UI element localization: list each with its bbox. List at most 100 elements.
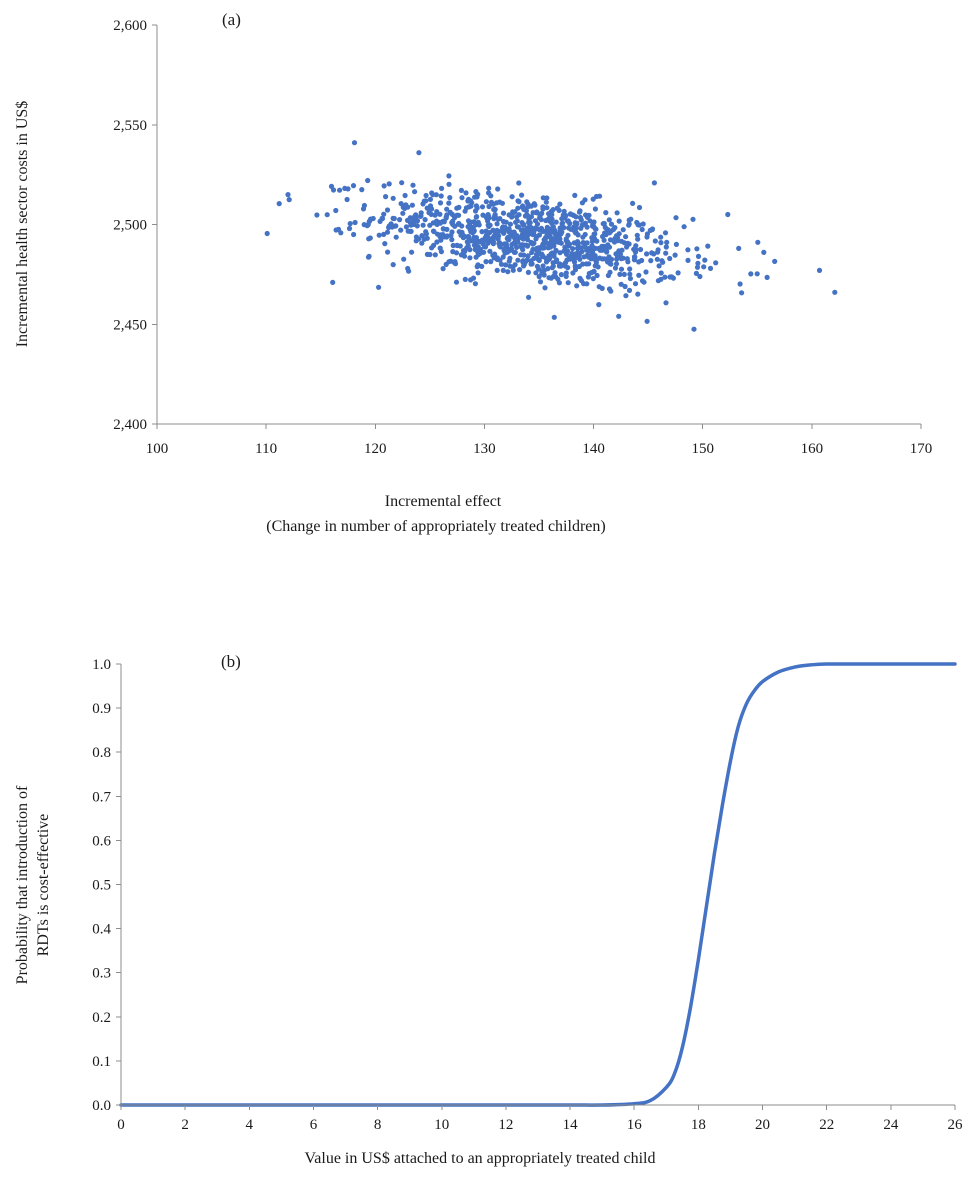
data-point xyxy=(347,221,353,227)
x-tick-label: 16 xyxy=(627,1117,643,1133)
x-tick-label: 120 xyxy=(364,441,387,457)
data-point xyxy=(426,210,432,216)
data-point xyxy=(603,210,609,216)
data-point xyxy=(409,249,415,255)
data-point xyxy=(471,228,477,234)
x-tick-label: 100 xyxy=(146,441,169,457)
data-point xyxy=(565,280,571,286)
data-point xyxy=(690,216,696,222)
data-point xyxy=(507,229,513,235)
x-tick-label: 18 xyxy=(691,1117,706,1133)
data-point xyxy=(574,283,580,289)
data-point xyxy=(536,274,542,280)
data-point xyxy=(510,209,516,215)
data-point xyxy=(548,209,554,215)
data-point xyxy=(655,249,661,255)
data-point xyxy=(630,200,636,206)
y-tick-label: 0.8 xyxy=(92,745,111,761)
panel-a-label: (a) xyxy=(222,10,241,29)
data-point xyxy=(555,276,561,282)
x-tick-label: 20 xyxy=(755,1117,770,1133)
data-point xyxy=(422,217,428,223)
data-point xyxy=(427,251,433,258)
data-point xyxy=(662,230,669,236)
data-point xyxy=(557,201,563,207)
data-point xyxy=(494,267,500,273)
data-point xyxy=(400,204,406,210)
data-point xyxy=(535,256,542,263)
data-point xyxy=(402,192,408,199)
data-point xyxy=(448,232,454,239)
data-point xyxy=(748,271,754,277)
data-point xyxy=(465,196,472,202)
data-point xyxy=(500,218,507,225)
data-point xyxy=(352,219,358,226)
data-point xyxy=(540,254,546,260)
data-point xyxy=(434,218,440,224)
data-point xyxy=(393,234,399,240)
data-point xyxy=(534,210,540,216)
data-point xyxy=(441,234,447,240)
data-point xyxy=(390,262,396,268)
data-point xyxy=(544,240,550,246)
data-point xyxy=(658,276,664,282)
data-point xyxy=(453,250,460,256)
data-point xyxy=(365,177,371,184)
data-point xyxy=(400,210,406,216)
data-point xyxy=(455,221,461,227)
data-point xyxy=(506,237,512,243)
data-point xyxy=(524,243,531,249)
data-point xyxy=(486,223,492,230)
data-point xyxy=(361,222,367,228)
data-point xyxy=(501,241,507,247)
data-point xyxy=(563,273,569,279)
y-tick-label: 2,550 xyxy=(113,118,147,134)
data-point xyxy=(590,276,596,282)
data-point xyxy=(611,239,618,245)
data-point xyxy=(695,253,702,259)
x-tick-label: 4 xyxy=(246,1117,254,1133)
data-point xyxy=(600,233,606,240)
data-point xyxy=(444,206,450,212)
data-point xyxy=(512,236,518,242)
data-point xyxy=(528,214,535,220)
data-point xyxy=(662,274,668,280)
data-point xyxy=(434,239,440,245)
data-point xyxy=(832,289,838,295)
data-point xyxy=(386,181,392,187)
data-point xyxy=(663,250,669,256)
data-point xyxy=(580,222,586,228)
data-point xyxy=(639,257,645,264)
data-point xyxy=(517,267,523,273)
data-point xyxy=(446,200,452,206)
data-point xyxy=(725,211,731,218)
data-point xyxy=(495,186,501,192)
data-point xyxy=(376,232,382,238)
data-point xyxy=(490,241,496,247)
data-point xyxy=(640,221,646,227)
data-point xyxy=(592,263,598,269)
data-point xyxy=(472,281,478,287)
data-point xyxy=(405,265,411,272)
data-point xyxy=(351,140,358,146)
data-point xyxy=(594,238,600,244)
data-point xyxy=(419,240,425,246)
data-point xyxy=(410,218,416,224)
data-point xyxy=(576,263,582,270)
data-point xyxy=(437,200,444,206)
data-point xyxy=(366,236,372,242)
data-point xyxy=(606,217,612,223)
data-point xyxy=(597,193,603,199)
data-point xyxy=(604,256,610,262)
data-point xyxy=(596,284,602,290)
y-axis-ticks: 0.0 0.1 0.2 0.3 0.4 0.5 0.6 0.7 0.8 0.9 1.0 xyxy=(92,657,121,1114)
data-point xyxy=(365,254,372,260)
data-point xyxy=(446,181,452,187)
data-point xyxy=(529,261,535,267)
data-point xyxy=(483,228,489,234)
data-point xyxy=(608,221,615,227)
data-point xyxy=(672,252,678,258)
data-point xyxy=(584,240,590,246)
data-point xyxy=(547,229,553,235)
data-point xyxy=(416,150,422,156)
